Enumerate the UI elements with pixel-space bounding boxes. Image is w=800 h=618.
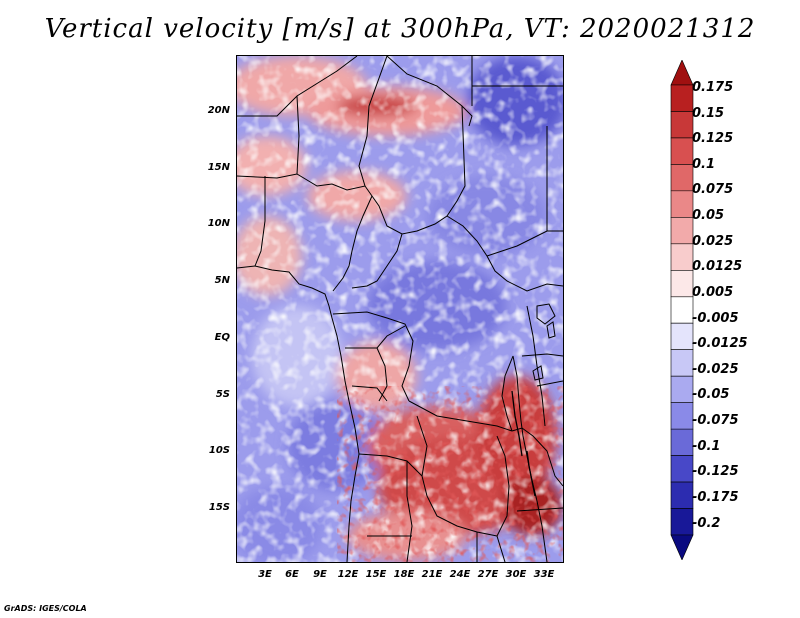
field-texture-south [337,386,563,562]
lon-label-21e: 21E [421,569,443,580]
lon-label-15e: 15E [365,569,387,580]
colorbar-label-0.025: 0.025 [692,234,734,249]
colorbar-label-neg0.0125: -0.0125 [692,336,748,351]
colorbar-segment [670,269,694,298]
colorbar-segment [670,322,694,351]
colorbar-segment [670,455,694,483]
lat-label-eq: EQ [214,332,230,343]
lon-label-3e: 3E [258,569,272,580]
colorbar-label-0.005: 0.005 [692,285,734,300]
lon-label-6e: 6E [285,569,299,580]
lat-label-10n: 10N [207,218,230,229]
colorbar-segment [670,349,694,377]
colorbar-label-0.05: 0.05 [692,208,725,223]
colorbar-label-0.15: 0.15 [692,106,725,121]
colorbar-segment [670,84,694,112]
colorbar-segment [670,111,694,139]
colorbar-label-neg0.2: -0.2 [692,516,721,531]
colorbar-segment [670,243,694,271]
map-canvas [237,56,563,562]
chart-title: Vertical velocity [m/s] at 300hPa, VT: 2… [44,14,756,44]
lon-label-33e: 33E [533,569,555,580]
colorbar-label-0.175: 0.175 [692,80,734,95]
colorbar-label-neg0.075: -0.075 [692,413,739,428]
colorbar [670,60,694,560]
lon-label-9e: 9E [313,569,327,580]
country-borders [237,56,563,562]
colorbar-segment [670,296,694,324]
lat-label-15n: 15N [207,162,230,173]
lat-label-5s: 5S [215,389,230,400]
colorbar-label-neg0.025: -0.025 [692,362,739,377]
colorbar-label-0.125: 0.125 [692,131,734,146]
lon-label-27e: 27E [477,569,499,580]
colorbar-segment [670,60,694,86]
colorbar-label-neg0.005: -0.005 [692,311,739,326]
colorbar-segment [670,508,694,536]
colorbar-segment [670,217,694,245]
lon-label-18e: 18E [393,569,415,580]
colorbar-segment [670,137,694,165]
lat-label-10s: 10S [208,445,230,456]
lat-label-15s: 15S [208,502,230,513]
lat-label-5n: 5N [214,275,230,286]
colorbar-segment [670,481,694,509]
colorbar-label-neg0.05: -0.05 [692,387,730,402]
lat-label-20n: 20N [207,105,230,116]
velocity-map [236,55,564,563]
colorbar-segment [670,190,694,218]
lon-label-24e: 24E [449,569,471,580]
colorbar-segment [670,164,694,192]
grads-credit: GrADS: IGES/COLA [4,604,87,613]
colorbar-segment [670,375,694,403]
lon-label-12e: 12E [337,569,359,580]
lon-label-30e: 30E [505,569,527,580]
colorbar-label-neg0.125: -0.125 [692,464,739,479]
colorbar-label-neg0.1: -0.1 [692,439,721,454]
colorbar-label-neg0.175: -0.175 [692,490,739,505]
colorbar-segment [670,428,694,456]
colorbar-label-0.1: 0.1 [692,157,716,172]
colorbar-segment [670,402,694,430]
colorbar-segment [670,534,694,560]
colorbar-label-0.0125: 0.0125 [692,259,743,274]
colorbar-label-0.075: 0.075 [692,182,734,197]
